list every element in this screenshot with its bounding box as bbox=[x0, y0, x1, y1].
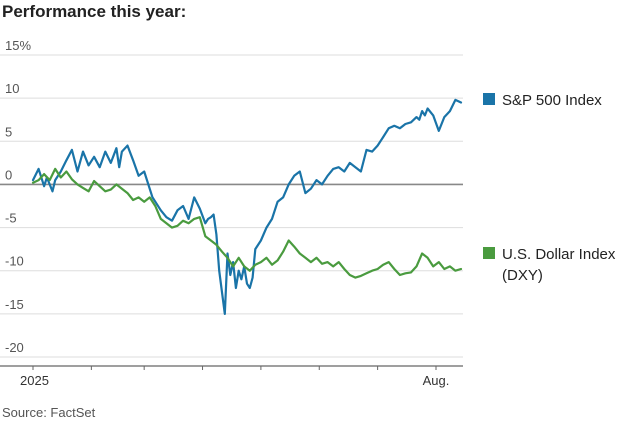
series-lines bbox=[31, 98, 463, 315]
x-tick-label-0: 2025 bbox=[20, 373, 49, 388]
legend-item-dxy: U.S. Dollar Index (DXY) bbox=[483, 244, 615, 286]
gridlines bbox=[0, 54, 463, 358]
y-tick-label-3: 0 bbox=[5, 167, 12, 182]
source-note: Source: FactSet bbox=[2, 405, 96, 420]
y-tick-label-0: 15% bbox=[5, 38, 31, 53]
y-axis-tick-labels: 15% 10 5 0 -5 -10 -15 -20 bbox=[5, 38, 31, 355]
y-tick-label-6: -15 bbox=[5, 297, 24, 312]
legend-label-sp500: S&P 500 Index bbox=[502, 92, 602, 109]
y-tick-label-5: -10 bbox=[5, 254, 24, 269]
y-tick-label-1: 10 bbox=[5, 81, 19, 96]
legend-label-dxy: U.S. Dollar Index (DXY) bbox=[502, 246, 616, 284]
x-tick-label-1: Aug. bbox=[423, 373, 450, 388]
y-tick-label-2: 5 bbox=[5, 124, 12, 139]
chart-title: Performance this year: bbox=[2, 2, 187, 21]
series-line-1 bbox=[31, 167, 463, 279]
legend-swatch-sp500 bbox=[483, 93, 495, 105]
legend-swatch-dxy bbox=[483, 247, 495, 259]
y-tick-label-7: -20 bbox=[5, 340, 24, 355]
legend-item-sp500: S&P 500 Index bbox=[483, 90, 602, 111]
y-tick-label-4: -5 bbox=[5, 211, 17, 226]
x-axis: 2025 Aug. bbox=[0, 365, 463, 388]
series-line-0 bbox=[31, 98, 463, 315]
